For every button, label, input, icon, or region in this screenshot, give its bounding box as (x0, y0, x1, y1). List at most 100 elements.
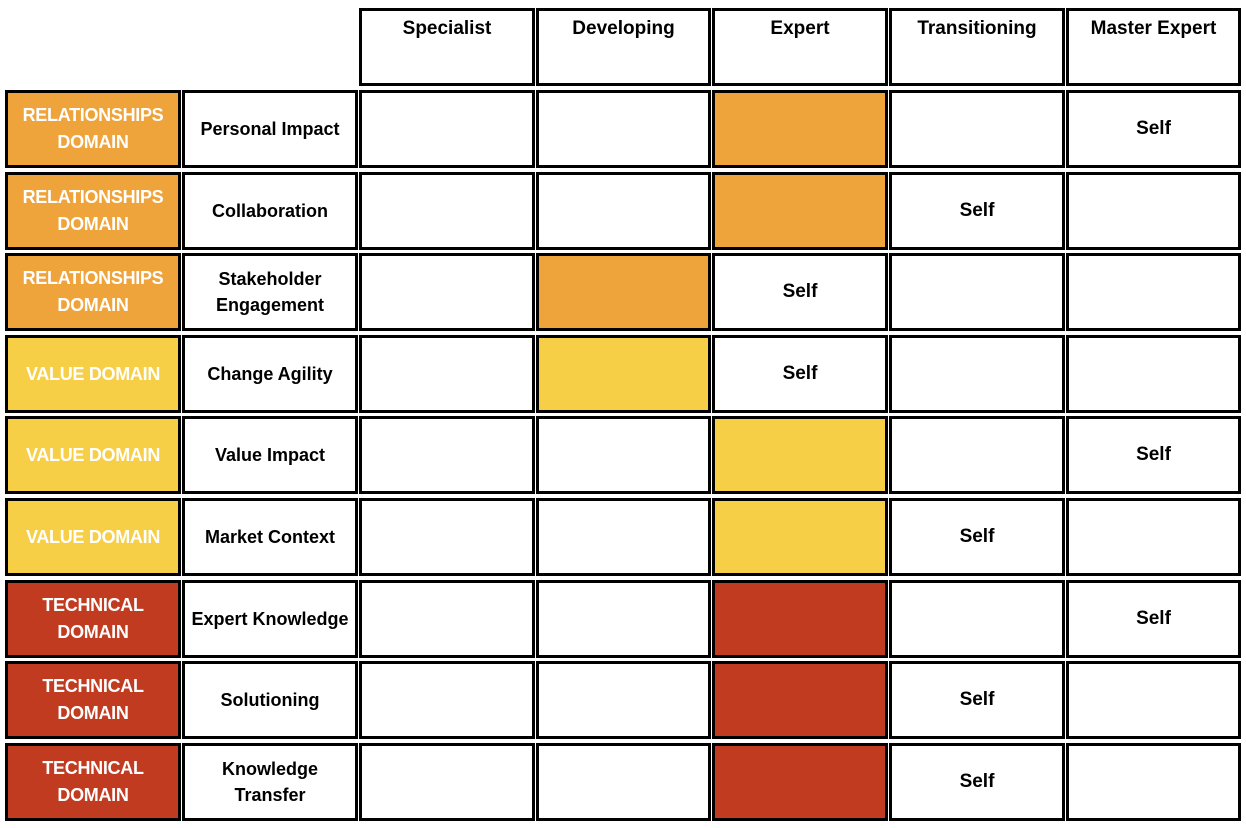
self-assessment-cell: Self (1066, 580, 1241, 658)
self-label: Self (782, 363, 818, 384)
self-label: Self (959, 526, 995, 547)
domain-label: TECHNICAL DOMAIN (42, 676, 144, 723)
competency-label: Expert Knowledge (191, 609, 349, 629)
domain-cell: TECHNICAL DOMAIN (5, 661, 181, 739)
level-cell-specialist (359, 335, 535, 413)
domain-label: VALUE DOMAIN (25, 526, 161, 547)
domain-cell: RELATIONSHIPS DOMAIN (5, 90, 181, 168)
level-cell-transitioning (889, 335, 1065, 413)
level-header-label: Specialist (402, 18, 492, 39)
competency-cell: Stakeholder Engagement (182, 253, 358, 331)
level-cell-transitioning (889, 253, 1065, 331)
level-cell-master-expert (1066, 498, 1241, 576)
self-label: Self (959, 200, 995, 221)
level-cell-master-expert (1066, 743, 1241, 821)
level-cell-transitioning (889, 90, 1065, 168)
level-cell-transitioning (889, 580, 1065, 658)
target-level-cell (712, 580, 888, 658)
competency-cell: Solutioning (182, 661, 358, 739)
domain-cell: RELATIONSHIPS DOMAIN (5, 253, 181, 331)
level-header-label: Expert (770, 18, 830, 39)
domain-label: TECHNICAL DOMAIN (42, 758, 144, 805)
competency-label: Personal Impact (200, 119, 340, 139)
self-label: Self (959, 771, 995, 792)
level-cell-master-expert (1066, 335, 1241, 413)
target-level-cell (536, 253, 711, 331)
self-assessment-cell: Self (889, 498, 1065, 576)
competency-cell: Personal Impact (182, 90, 358, 168)
header-master-expert: Master Expert (1066, 8, 1241, 86)
header-expert: Expert (712, 8, 888, 86)
level-cell-developing (536, 661, 711, 739)
self-label: Self (782, 281, 818, 302)
target-level-cell (712, 743, 888, 821)
level-cell-specialist (359, 498, 535, 576)
self-label: Self (1136, 608, 1171, 629)
level-cell-master-expert (1066, 253, 1241, 331)
target-level-cell (712, 90, 888, 168)
domain-label: RELATIONSHIPS DOMAIN (22, 268, 164, 315)
self-assessment-cell: Self (1066, 416, 1241, 494)
target-level-cell (712, 172, 888, 250)
competency-label: Market Context (204, 527, 336, 547)
competency-cell: Knowledge Transfer (182, 743, 358, 821)
self-assessment-cell: Self (889, 743, 1065, 821)
domain-cell: VALUE DOMAIN (5, 416, 181, 494)
level-cell-master-expert (1066, 661, 1241, 739)
competency-cell: Collaboration (182, 172, 358, 250)
self-assessment-cell: Self (712, 253, 888, 331)
target-level-cell (712, 416, 888, 494)
level-cell-developing (536, 580, 711, 658)
domain-cell: TECHNICAL DOMAIN (5, 580, 181, 658)
level-cell-developing (536, 172, 711, 250)
level-cell-developing (536, 743, 711, 821)
level-cell-specialist (359, 90, 535, 168)
domain-label: TECHNICAL DOMAIN (42, 595, 144, 642)
domain-label: RELATIONSHIPS DOMAIN (22, 187, 164, 234)
competency-label: Change Agility (207, 364, 333, 384)
header-specialist: Specialist (359, 8, 535, 86)
level-cell-developing (536, 498, 711, 576)
competency-cell: Change Agility (182, 335, 358, 413)
level-header-label: Transitioning (917, 18, 1037, 39)
competency-cell: Market Context (182, 498, 358, 576)
header-developing: Developing (536, 8, 711, 86)
level-cell-master-expert (1066, 172, 1241, 250)
level-header-label: Developing (572, 18, 675, 39)
level-cell-developing (536, 416, 711, 494)
self-label: Self (1136, 444, 1171, 465)
domain-cell: VALUE DOMAIN (5, 498, 181, 576)
level-cell-specialist (359, 743, 535, 821)
domain-label: VALUE DOMAIN (25, 444, 161, 465)
level-cell-developing (536, 90, 711, 168)
self-assessment-cell: Self (712, 335, 888, 413)
level-cell-specialist (359, 253, 535, 331)
level-cell-specialist (359, 661, 535, 739)
level-cell-specialist (359, 580, 535, 658)
domain-cell: TECHNICAL DOMAIN (5, 743, 181, 821)
self-assessment-cell: Self (889, 661, 1065, 739)
self-label: Self (959, 689, 995, 710)
level-cell-specialist (359, 416, 535, 494)
competency-label: Knowledge Transfer (221, 759, 318, 805)
competency-cell: Expert Knowledge (182, 580, 358, 658)
target-level-cell (536, 335, 711, 413)
level-cell-transitioning (889, 416, 1065, 494)
self-assessment-cell: Self (1066, 90, 1241, 168)
competency-label: Collaboration (212, 201, 328, 221)
level-cell-specialist (359, 172, 535, 250)
target-level-cell (712, 661, 888, 739)
self-assessment-cell: Self (889, 172, 1065, 250)
competency-label: Value Impact (214, 445, 326, 465)
competency-cell: Value Impact (182, 416, 358, 494)
domain-cell: VALUE DOMAIN (5, 335, 181, 413)
competency-label: Solutioning (220, 690, 320, 710)
domain-cell: RELATIONSHIPS DOMAIN (5, 172, 181, 250)
competency-label: Stakeholder Engagement (215, 269, 325, 315)
header-transitioning: Transitioning (889, 8, 1065, 86)
self-label: Self (1136, 118, 1171, 139)
target-level-cell (712, 498, 888, 576)
level-header-label: Master Expert (1090, 18, 1217, 39)
domain-label: RELATIONSHIPS DOMAIN (22, 105, 164, 152)
domain-label: VALUE DOMAIN (25, 363, 161, 384)
